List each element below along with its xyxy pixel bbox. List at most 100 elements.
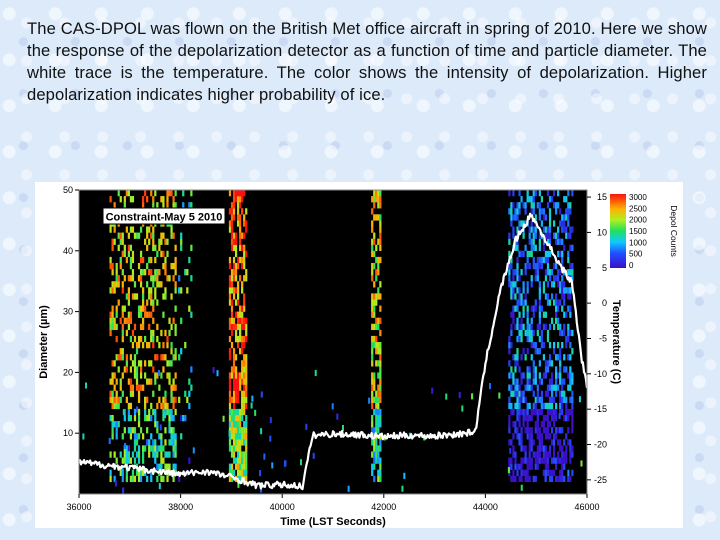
heatmap-cell	[164, 238, 167, 245]
heatmap-cell	[115, 323, 118, 331]
colorbar-tick-label: 500	[629, 250, 643, 259]
heatmap-cell	[544, 311, 548, 318]
heatmap-cell	[243, 463, 246, 470]
heatmap-cell	[241, 317, 244, 324]
heatmap-cell	[375, 451, 378, 458]
heatmap-cell	[117, 244, 120, 251]
heatmap-cell	[170, 190, 173, 197]
heatmap-cell	[129, 226, 133, 233]
heatmap-cell	[113, 317, 116, 324]
heatmap-cell	[561, 396, 564, 403]
heatmap-cell	[550, 469, 554, 476]
heatmap-cell	[184, 414, 187, 422]
heatmap-cell	[561, 384, 564, 391]
heatmap-cell	[239, 323, 242, 331]
heatmap-cell	[371, 402, 374, 410]
heatmap-cell	[403, 472, 406, 479]
heatmap-cell	[518, 226, 521, 233]
heatmap-cell	[164, 256, 167, 264]
heatmap-cell	[552, 414, 556, 422]
heatmap-cell	[129, 433, 133, 440]
heatmap-cell	[375, 348, 378, 355]
heatmap-cell	[154, 354, 157, 361]
heatmap-cell	[259, 470, 262, 477]
heatmap-cell	[375, 342, 378, 349]
heatmap-cell	[129, 414, 133, 422]
heatmap-cell	[565, 342, 568, 349]
heatmap-cell	[133, 433, 137, 440]
heatmap-cell	[548, 408, 552, 416]
heatmap-cell	[532, 256, 535, 264]
heatmap-cell	[121, 305, 124, 312]
heatmap-cell	[559, 287, 562, 294]
heatmap-cell	[377, 475, 380, 483]
colorbar-tick-label: 1000	[629, 238, 647, 247]
heatmap-cell	[530, 427, 533, 434]
heatmap-cell	[129, 335, 133, 343]
heatmap-cell	[228, 430, 231, 437]
heatmap-cell	[375, 439, 378, 446]
heatmap-cell	[234, 445, 238, 452]
heatmap-cell	[111, 262, 114, 270]
heatmap-cell	[373, 190, 376, 197]
heatmap-cell	[166, 238, 169, 245]
heatmap-cell	[137, 475, 141, 483]
y-tick-label: 40	[63, 246, 73, 256]
heatmap-cell	[514, 451, 517, 458]
heatmap-cell	[172, 451, 175, 458]
heatmap-cell	[148, 360, 151, 367]
heatmap-cell	[571, 421, 574, 428]
heatmap-cell	[540, 305, 544, 312]
heatmap-cell	[245, 463, 248, 470]
heatmap-cell	[331, 403, 334, 410]
heatmap-cell	[516, 287, 519, 294]
heatmap-cell	[115, 275, 118, 282]
heatmap-cell	[559, 469, 562, 476]
heatmap-cell	[557, 354, 560, 361]
heatmap-cell	[131, 427, 135, 434]
heatmap-cell	[379, 329, 382, 337]
heatmap-cell	[117, 396, 120, 403]
heatmap-cell	[135, 451, 139, 458]
heatmap-cell	[510, 475, 513, 483]
heatmap-cell	[269, 417, 272, 424]
heatmap-cell	[150, 335, 153, 343]
heatmap-cell	[548, 445, 552, 452]
heatmap-cell	[567, 214, 570, 221]
heatmap-cell	[567, 190, 570, 197]
heatmap-cell	[552, 299, 556, 306]
heatmap-cell	[379, 293, 382, 300]
heatmap-cell	[375, 323, 378, 331]
heatmap-cell	[548, 342, 552, 349]
colorbar-gradient	[610, 194, 626, 268]
heatmap-cell	[565, 445, 568, 452]
heatmap-cell	[508, 396, 511, 403]
heatmap-cell	[113, 323, 116, 331]
heatmap-cell	[379, 202, 382, 209]
heatmap-cell	[190, 311, 193, 318]
heatmap-cell	[528, 232, 531, 239]
heatmap-cell	[168, 329, 171, 337]
heatmap-cell	[546, 299, 550, 306]
heatmap-cell	[580, 460, 583, 467]
heatmap-cell	[239, 256, 242, 264]
heatmap-cell	[139, 281, 143, 288]
heatmap-cell	[528, 329, 531, 337]
heatmap-cell	[516, 275, 519, 282]
heatmap-cell	[162, 408, 165, 416]
heatmap-cell	[135, 433, 139, 440]
heatmap-cell	[540, 433, 544, 440]
heatmap-cell	[528, 475, 531, 483]
heatmap-cell	[538, 335, 541, 343]
heatmap-cell	[379, 238, 382, 245]
heatmap-cell	[534, 244, 537, 251]
heatmap-cell	[162, 202, 165, 209]
heatmap-cell	[164, 408, 167, 416]
heatmap-cell	[236, 372, 240, 379]
heatmap-cell	[113, 238, 116, 245]
heatmap-cell	[530, 208, 533, 215]
heatmap-cell	[510, 256, 513, 264]
heatmap-cell	[158, 269, 161, 276]
heatmap-cell	[512, 451, 515, 458]
heatmap-cell	[166, 342, 169, 349]
